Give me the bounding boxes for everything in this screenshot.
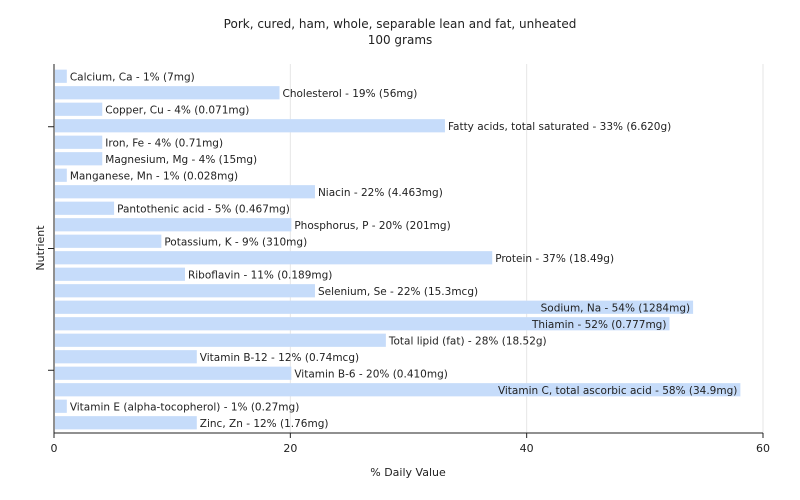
bar-10 <box>55 234 162 248</box>
bar-label-11: Protein - 37% (18.49g) <box>495 253 614 265</box>
bar-label-14: Sodium, Na - 54% (1284mg) <box>541 302 690 314</box>
bar-label-8: Pantothenic acid - 5% (0.467mg) <box>117 203 290 215</box>
bar-12 <box>55 267 185 281</box>
bars <box>55 69 741 430</box>
bar-label-6: Manganese, Mn - 1% (0.028mg) <box>70 170 238 182</box>
bar-label-20: Vitamin E (alpha-tocopherol) - 1% (0.27m… <box>70 401 299 413</box>
bar-label-0: Calcium, Ca - 1% (7mg) <box>70 71 195 83</box>
bar-16 <box>55 333 386 347</box>
bar-label-12: Riboflavin - 11% (0.189mg) <box>188 269 332 281</box>
bar-0 <box>55 69 67 83</box>
bar-1 <box>55 86 280 100</box>
bar-label-3: Fatty acids, total saturated - 33% (6.62… <box>448 121 671 133</box>
bar-21 <box>55 416 197 430</box>
bar-7 <box>55 185 315 199</box>
bar-3 <box>55 119 445 133</box>
chart-subtitle: 100 grams <box>368 33 433 47</box>
bar-label-18: Vitamin B-6 - 20% (0.410mg) <box>294 368 448 380</box>
bar-label-19: Vitamin C, total ascorbic acid - 58% (34… <box>498 385 737 397</box>
bar-label-5: Magnesium, Mg - 4% (15mg) <box>105 154 257 166</box>
axes: 0 20 40 60 <box>48 64 770 455</box>
bar-label-4: Iron, Fe - 4% (0.71mg) <box>105 137 223 149</box>
x-tick-label-60: 60 <box>756 442 770 455</box>
x-tick-label-0: 0 <box>51 442 58 455</box>
bar-8 <box>55 201 115 215</box>
x-tick-label-40: 40 <box>520 442 534 455</box>
bar-label-13: Selenium, Se - 22% (15.3mcg) <box>318 286 478 298</box>
bar-label-1: Cholesterol - 19% (56mg) <box>283 88 418 100</box>
x-axis-label: % Daily Value <box>370 466 446 479</box>
bar-label-7: Niacin - 22% (4.463mg) <box>318 187 443 199</box>
bar-11 <box>55 251 493 265</box>
bar-19 <box>55 383 741 397</box>
bar-18 <box>55 366 292 380</box>
bar-20 <box>55 399 67 413</box>
bar-label-10: Potassium, K - 9% (310mg) <box>164 236 307 248</box>
bar-labels: Calcium, Ca - 1% (7mg) Cholesterol - 19% … <box>70 71 738 430</box>
bar-label-17: Vitamin B-12 - 12% (0.74mcg) <box>200 352 359 364</box>
bar-2 <box>55 102 103 116</box>
bar-label-2: Copper, Cu - 4% (0.071mg) <box>105 104 249 116</box>
bar-17 <box>55 350 197 364</box>
bar-15 <box>55 317 670 331</box>
bar-9 <box>55 218 292 232</box>
bar-6 <box>55 168 67 182</box>
x-tick-label-20: 20 <box>283 442 297 455</box>
bar-13 <box>55 284 315 298</box>
bar-label-16: Total lipid (fat) - 28% (18.52g) <box>388 335 547 347</box>
bar-14 <box>55 300 694 314</box>
bar-5 <box>55 152 103 166</box>
chart-title: Pork, cured, ham, whole, separable lean … <box>224 17 577 31</box>
bar-label-15: Thiamin - 52% (0.777mg) <box>531 319 667 331</box>
bar-4 <box>55 135 103 149</box>
bar-label-9: Phosphorus, P - 20% (201mg) <box>294 220 450 232</box>
y-axis-label: Nutrient <box>34 225 47 271</box>
bar-label-21: Zinc, Zn - 12% (1.76mg) <box>200 418 329 430</box>
